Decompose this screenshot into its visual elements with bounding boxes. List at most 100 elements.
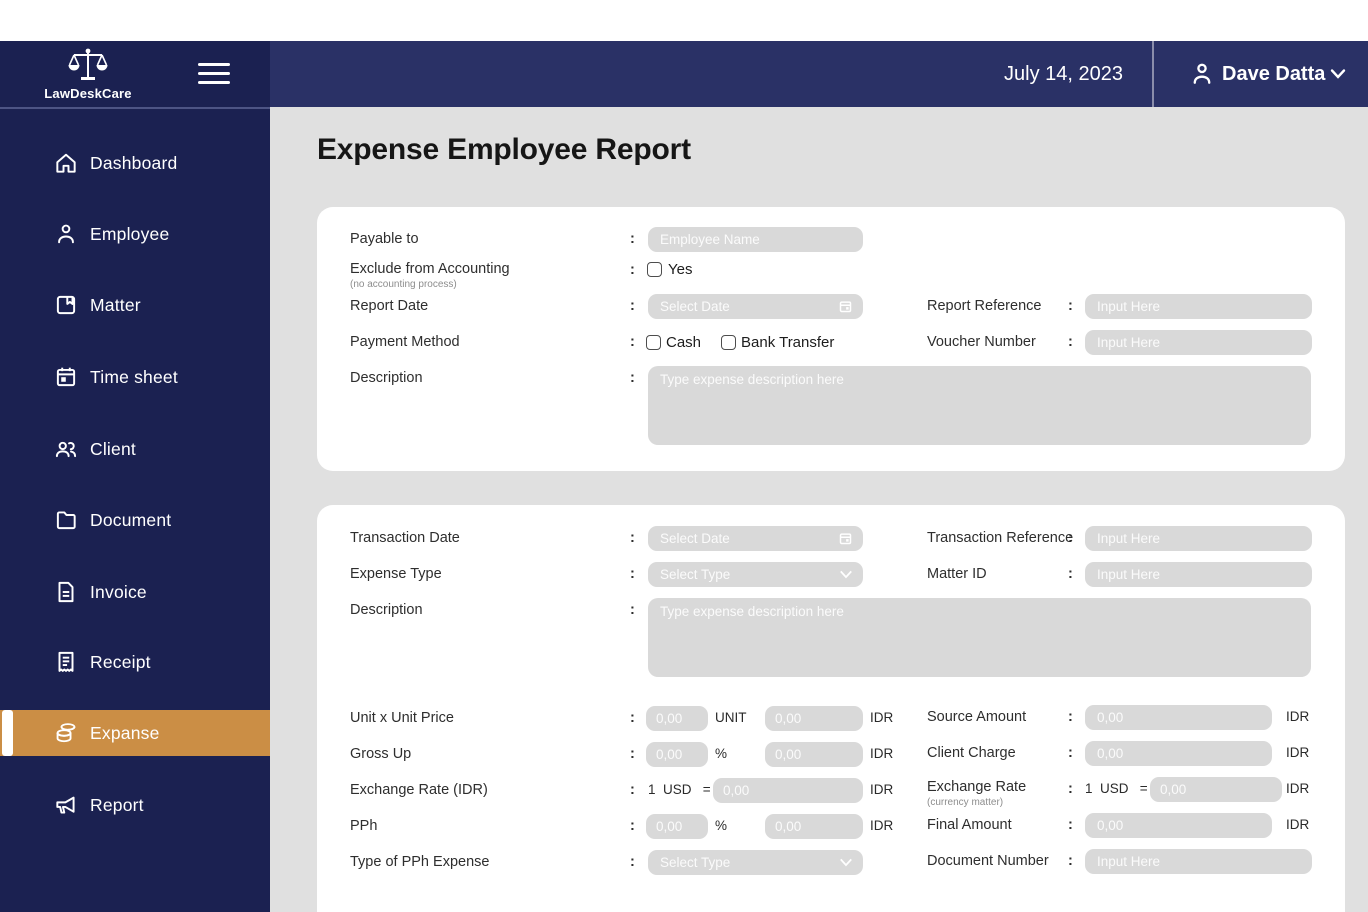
payment-bank-transfer-label: Bank Transfer <box>741 334 835 351</box>
colon: : <box>630 334 635 350</box>
pph-type-select[interactable] <box>648 850 863 875</box>
report-date-input[interactable] <box>648 294 863 319</box>
exchange-rate-input[interactable] <box>1150 777 1282 802</box>
usd-equals-text: 1 USD = <box>1085 781 1148 796</box>
exclude-accounting-note: (no accounting process) <box>350 279 457 290</box>
payment-bank-transfer-checkbox[interactable] <box>721 335 736 350</box>
topbar: July 14, 2023 Dave Datta LawDeskCare <box>0 41 1368 107</box>
colon: : <box>1068 566 1073 582</box>
colon: : <box>630 370 635 386</box>
colon: : <box>630 782 635 798</box>
final-amount-input[interactable] <box>1085 813 1272 838</box>
unit-count-input[interactable] <box>646 706 708 731</box>
colon: : <box>630 298 635 314</box>
colon: : <box>1068 745 1073 761</box>
exchange-rate-note: (currency matter) <box>927 797 1004 808</box>
sidebar-header: LawDeskCare <box>0 41 270 107</box>
payable-to-label: Payable to <box>350 231 419 247</box>
sidebar-item-receipt[interactable]: Receipt <box>0 639 270 685</box>
colon: : <box>1068 853 1073 869</box>
sidebar-item-label: Document <box>90 510 172 530</box>
megaphone-icon <box>56 796 75 814</box>
matter-id-label: Matter ID <box>927 566 987 582</box>
exchange-rate-idr-label: Exchange Rate (IDR) <box>350 782 488 798</box>
colon: : <box>630 818 635 834</box>
document-number-label: Document Number <box>927 853 1049 869</box>
expense-type-select[interactable] <box>648 562 863 587</box>
colon: : <box>630 854 635 870</box>
matter-id-input[interactable] <box>1085 562 1312 587</box>
colon: : <box>630 566 635 582</box>
people-icon <box>55 441 77 458</box>
sidebar-item-label: Expanse <box>90 723 160 743</box>
transaction-reference-label: Transaction Reference <box>927 530 1074 546</box>
transaction-detail-card: Transaction Date : Transaction Reference… <box>317 505 1345 912</box>
sidebar-item-employee[interactable]: Employee <box>0 211 270 257</box>
colon: : <box>630 602 635 618</box>
user-menu[interactable]: Dave Datta <box>1168 41 1368 107</box>
sidebar-item-document[interactable]: Document <box>0 497 270 543</box>
user-name: Dave Datta <box>1222 63 1326 85</box>
sidebar-item-report[interactable]: Report <box>0 782 270 828</box>
sidebar-item-client[interactable]: Client <box>0 426 270 472</box>
source-amount-input[interactable] <box>1085 705 1272 730</box>
percent-suffix: % <box>715 746 728 761</box>
idr-suffix: IDR <box>1286 709 1310 724</box>
payable-to-input[interactable] <box>648 227 863 252</box>
bookmark-icon <box>56 295 76 315</box>
pph-pct-input[interactable] <box>646 814 708 839</box>
gross-up-label: Gross Up <box>350 746 412 762</box>
exchange-rate-label: Exchange Rate <box>927 779 1027 795</box>
payment-method-label: Payment Method <box>350 334 460 350</box>
main-content: Expense Employee Report Payable to : Exc… <box>270 107 1368 912</box>
colon: : <box>1068 781 1073 797</box>
document-number-input[interactable] <box>1085 849 1312 874</box>
exclude-yes-checkbox[interactable] <box>647 262 662 277</box>
sidebar-item-invoice[interactable]: Invoice <box>0 569 270 615</box>
sidebar-item-dashboard[interactable]: Dashboard <box>0 140 270 186</box>
sidebar-item-expanse[interactable]: Expanse <box>0 710 270 756</box>
report-description-textarea[interactable] <box>648 366 1311 445</box>
voucher-number-input[interactable] <box>1085 330 1312 355</box>
menu-toggle-icon[interactable] <box>198 63 232 85</box>
calendar-icon <box>56 367 76 387</box>
gross-up-pct-input[interactable] <box>646 742 708 767</box>
home-icon <box>56 153 76 173</box>
report-reference-label: Report Reference <box>927 298 1042 314</box>
sidebar-item-matter[interactable]: Matter <box>0 282 270 328</box>
pph-type-input[interactable] <box>648 850 863 875</box>
idr-suffix: IDR <box>870 746 894 761</box>
expense-type-input[interactable] <box>648 562 863 587</box>
description-label: Description <box>350 602 423 618</box>
sidebar-nav: Dashboard Employee Matter Time sheet Cli… <box>0 107 270 912</box>
person-icon <box>58 224 74 244</box>
expense-type-label: Expense Type <box>350 566 442 582</box>
colon: : <box>630 530 635 546</box>
transaction-description-textarea[interactable] <box>648 598 1311 677</box>
idr-suffix: IDR <box>870 710 894 725</box>
transaction-date-label: Transaction Date <box>350 530 460 546</box>
transaction-reference-input[interactable] <box>1085 526 1312 551</box>
sidebar-item-label: Time sheet <box>90 367 178 387</box>
exchange-rate-idr-input[interactable] <box>713 778 863 803</box>
unit-price-input[interactable] <box>765 706 863 731</box>
colon: : <box>630 231 635 247</box>
pph-amount-input[interactable] <box>765 814 863 839</box>
sidebar-item-label: Report <box>90 795 144 815</box>
client-charge-input[interactable] <box>1085 741 1272 766</box>
report-reference-input[interactable] <box>1085 294 1312 319</box>
colon: : <box>1068 334 1073 350</box>
transaction-date-input[interactable] <box>648 526 863 551</box>
unit-price-label: Unit x Unit Price <box>350 710 454 726</box>
sidebar-item-timesheet[interactable]: Time sheet <box>0 354 270 400</box>
exclude-accounting-label: Exclude from Accounting <box>350 261 510 277</box>
idr-suffix: IDR <box>1286 745 1310 760</box>
gross-up-amount-input[interactable] <box>765 742 863 767</box>
payment-cash-checkbox[interactable] <box>646 335 661 350</box>
unit-suffix: UNIT <box>715 710 747 725</box>
report-date-field[interactable] <box>648 294 863 319</box>
exclude-yes-label: Yes <box>668 261 693 278</box>
transaction-date-field[interactable] <box>648 526 863 551</box>
voucher-number-label: Voucher Number <box>927 334 1036 350</box>
sidebar-item-label: Invoice <box>90 582 147 602</box>
